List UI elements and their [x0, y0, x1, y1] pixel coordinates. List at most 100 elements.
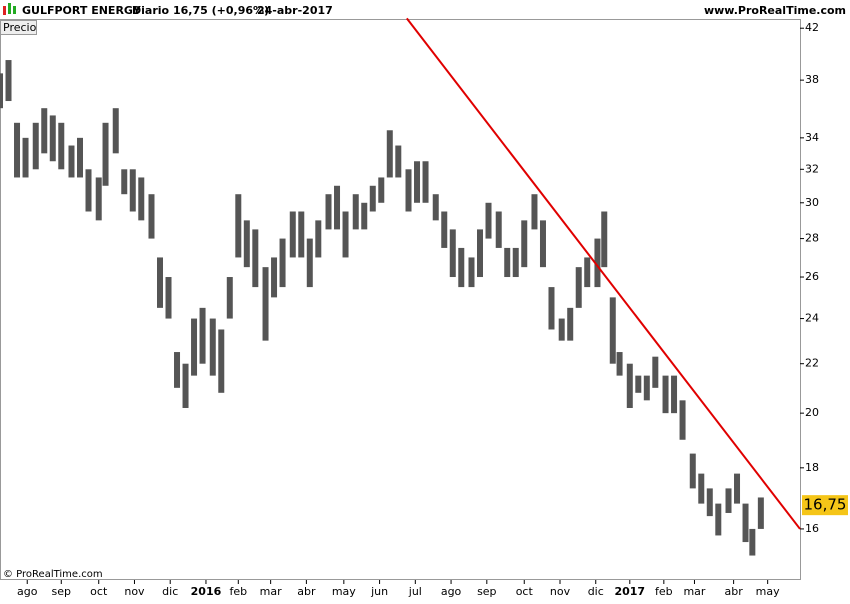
price-bar: [209, 318, 216, 376]
x-tick-label: abr: [297, 585, 316, 598]
price-bar: [567, 307, 574, 341]
price-bar: [594, 238, 601, 288]
price-bar: [725, 488, 732, 513]
y-tick-label: 42: [805, 21, 819, 34]
instrument: GULFPORT ENERGY: [22, 4, 142, 17]
price-bar: [504, 247, 511, 278]
price-bar: [575, 267, 582, 308]
x-tick-label: ago: [441, 585, 462, 598]
price-bar: [121, 169, 128, 195]
x-tick-label: nov: [550, 585, 571, 598]
y-tick-label: 20: [805, 406, 819, 419]
panel-label-box: [0, 20, 37, 35]
price-bar: [112, 108, 119, 154]
price-bar: [558, 318, 565, 341]
price-bar: [95, 177, 102, 221]
price-bar: [698, 473, 705, 504]
price-bar: [405, 169, 412, 212]
price-bar: [477, 229, 483, 278]
x-tick-label: sep: [477, 585, 496, 598]
quote: 16,75 (+0,96%): [173, 4, 269, 17]
y-tick-label: 34: [805, 131, 819, 144]
price-bar: [182, 363, 189, 408]
price-bar: [715, 503, 722, 536]
y-tick-label: 26: [805, 270, 819, 283]
price-bar: [369, 185, 376, 212]
panel-label: Precio: [3, 21, 37, 34]
price-bar: [643, 375, 650, 401]
price-bar: [41, 108, 48, 154]
price-bar: [191, 318, 198, 376]
x-tick-label: feb: [229, 585, 247, 598]
price-bar: [352, 194, 359, 230]
x-tick-label: 2017: [614, 585, 645, 598]
price-bar: [0, 73, 3, 109]
price-bar: [662, 375, 669, 414]
date: 24-abr-2017: [257, 4, 333, 17]
y-tick-label: 30: [805, 196, 819, 209]
price-bar: [584, 257, 591, 288]
price-bar: [626, 363, 633, 408]
price-bar: [68, 145, 75, 178]
price-bar: [652, 356, 659, 388]
price-bar: [706, 488, 713, 517]
x-tick-label: feb: [655, 585, 673, 598]
price-bar: [77, 137, 83, 178]
y-tick-label: 24: [805, 312, 819, 325]
price-bar: [334, 185, 341, 230]
last-price-label: 16,75: [804, 496, 847, 514]
price-bar: [22, 137, 29, 178]
trendline: [406, 17, 801, 530]
y-tick-label: 18: [805, 461, 819, 474]
price-bar: [32, 122, 39, 170]
price-bar: [441, 211, 448, 248]
price-bar: [148, 194, 155, 239]
price-bar: [165, 277, 172, 319]
x-tick-label: sep: [52, 585, 71, 598]
x-tick-label: nov: [124, 585, 145, 598]
price-bar: [531, 194, 538, 230]
period: Diario: [132, 4, 170, 17]
y-tick-label: 32: [805, 162, 819, 175]
price-bar: [157, 257, 163, 308]
header-icon: [3, 3, 16, 15]
price-bar: [749, 528, 756, 556]
x-tick-label: may: [756, 585, 780, 598]
x-tick-label: jul: [408, 585, 422, 598]
price-bar: [342, 211, 349, 258]
price-bar: [289, 211, 296, 258]
price-bar: [306, 238, 313, 288]
price-bar: [235, 194, 242, 258]
site: www.ProRealTime.com: [704, 4, 846, 17]
price-bar: [539, 220, 546, 268]
price-bar: [5, 60, 12, 102]
price-bar: [495, 211, 502, 248]
price-bar: [616, 352, 623, 376]
price-bar: [635, 375, 642, 393]
price-bar: [85, 169, 92, 212]
price-bar: [243, 220, 250, 268]
price-bar: [361, 202, 368, 230]
price-bar: [138, 177, 145, 221]
price-bar: [174, 352, 181, 388]
price-bar: [449, 229, 456, 278]
price-bar: [226, 277, 233, 319]
price-bar: [689, 453, 696, 489]
price-bar: [548, 287, 555, 330]
price-bar: [378, 177, 385, 203]
price-bar: [422, 161, 429, 203]
price-bar: [14, 122, 21, 178]
price-bar: [252, 229, 259, 288]
price-bar: [325, 194, 332, 230]
price-bar: [102, 122, 109, 186]
price-bar: [601, 211, 608, 268]
price-bar: [49, 115, 56, 162]
price-bar: [271, 257, 278, 298]
x-tick-label: mar: [683, 585, 705, 598]
x-tick-label: oct: [516, 585, 534, 598]
price-bar: [298, 211, 305, 258]
price-bar: [521, 220, 528, 268]
x-tick-label: abr: [724, 585, 743, 598]
